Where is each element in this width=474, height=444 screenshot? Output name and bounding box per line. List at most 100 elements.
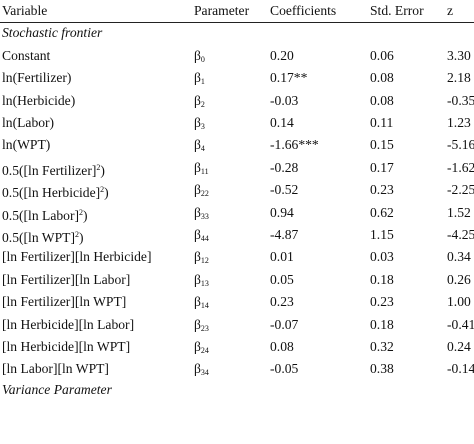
parameter-symbol: β2 — [194, 92, 205, 109]
coefficient-value: -4.87 — [270, 227, 299, 242]
z-value: 1.00 — [447, 294, 471, 310]
table-row: [ln Fertilizer][ln Herbicide] β12 0.01 0… — [0, 246, 474, 268]
parameter-symbol: β12 — [194, 249, 209, 266]
z-value: 1.23 — [447, 115, 471, 130]
parameter-symbol: β1 — [194, 70, 205, 87]
std-error-value: 0.03 — [370, 249, 394, 265]
z-value: 0.24 — [447, 339, 471, 354]
header-coefficients: Coefficients — [270, 3, 337, 18]
parameter-symbol: β0 — [194, 47, 205, 64]
header-row: Variable Parameter Coefficients Std. Err… — [0, 0, 474, 22]
section-stochastic-frontier: Stochastic frontier — [0, 22, 474, 44]
variable-name: 0.5([ln WPT]2) — [2, 230, 84, 245]
coefficient-value: 0.94 — [270, 204, 294, 220]
parameter-symbol: β24 — [194, 339, 209, 355]
variable-name: ln(Labor) — [2, 115, 55, 130]
std-error-value: 0.08 — [370, 70, 394, 86]
table-row: 0.5([ln Herbicide]2) β22 -0.52 0.23 -2.2… — [0, 179, 474, 201]
header-rule — [0, 22, 474, 23]
coefficient-value: 0.08 — [270, 339, 294, 354]
table-row: ln(Fertilizer) β1 0.17** 0.08 2.18 — [0, 67, 474, 89]
std-error-value: 0.38 — [370, 361, 394, 377]
parameter-symbol: β33 — [194, 204, 209, 221]
std-error-value: 0.11 — [370, 115, 394, 130]
parameter-symbol: β4 — [194, 137, 205, 154]
variable-name: [ln Labor][ln WPT] — [2, 361, 109, 377]
coefficient-value: 0.05 — [270, 271, 294, 287]
z-value: 3.30 — [447, 47, 471, 63]
table-row: ln(Herbicide) β2 -0.03 0.08 -0.35 — [0, 90, 474, 112]
table-row: [ln Herbicide][ln Labor] β23 -0.07 0.18 … — [0, 314, 474, 336]
coefficient-value: -1.66*** — [270, 137, 319, 153]
std-error-value: 0.23 — [370, 294, 394, 310]
parameter-symbol: β11 — [194, 159, 209, 176]
z-value: 0.26 — [447, 271, 471, 287]
parameter-symbol: β23 — [194, 316, 209, 333]
variable-name: Constant — [2, 47, 51, 63]
variable-name: [ln Herbicide][ln Labor] — [2, 316, 135, 332]
header-variable: Variable — [2, 3, 48, 18]
coefficient-value: 0.20 — [270, 47, 294, 63]
std-error-value: 0.62 — [370, 204, 394, 220]
table-row: 0.5([ln Labor]2) β33 0.94 0.62 1.52 — [0, 202, 474, 224]
z-value: -0.14 — [447, 361, 474, 377]
coefficient-value: -0.28 — [270, 159, 299, 175]
coefficient-value: -0.07 — [270, 316, 299, 332]
coefficient-value: -0.52 — [270, 182, 299, 198]
z-value: -1.62 — [447, 159, 474, 175]
coefficient-value: -0.05 — [270, 361, 299, 377]
table-row: 0.5([ln Fertilizer]2) β11 -0.28 0.17 -1.… — [0, 157, 474, 179]
std-error-value: 0.18 — [370, 271, 394, 287]
table-row: [ln Fertilizer][ln Labor] β13 0.05 0.18 … — [0, 269, 474, 291]
variable-name: 0.5([ln Labor]2) — [2, 207, 88, 223]
variable-name: ln(Fertilizer) — [2, 70, 72, 86]
parameter-symbol: β13 — [194, 271, 209, 288]
header-z: z — [447, 3, 454, 18]
std-error-value: 0.23 — [370, 182, 394, 198]
coefficient-value: 0.14 — [270, 115, 294, 130]
z-value: -2.25 — [447, 182, 474, 198]
std-error-value: 0.15 — [370, 137, 394, 153]
table-row: 0.5([ln WPT]2) β44 -4.87 1.15 -4.25 — [0, 224, 474, 246]
std-error-value: 0.17 — [370, 159, 394, 175]
table-row: [ln Herbicide][ln WPT] β24 0.08 0.32 0.2… — [0, 336, 474, 358]
std-error-value: 1.15 — [370, 227, 394, 242]
std-error-value: 0.32 — [370, 339, 394, 354]
parameter-symbol: β14 — [194, 294, 209, 311]
variable-name: [ln Fertilizer][ln Labor] — [2, 271, 131, 287]
z-value: -0.41 — [447, 316, 474, 332]
z-value: -0.35 — [447, 92, 474, 108]
coefficient-value: 0.23 — [270, 294, 294, 310]
variable-name: [ln Fertilizer][ln WPT] — [2, 294, 127, 310]
std-error-value: 0.06 — [370, 47, 394, 63]
std-error-value: 0.18 — [370, 316, 394, 332]
table-row: ln(WPT) β4 -1.66*** 0.15 -5.16 — [0, 134, 474, 156]
header-parameter: Parameter — [194, 3, 250, 18]
parameter-symbol: β44 — [194, 227, 209, 243]
variable-name: ln(Herbicide) — [2, 92, 76, 108]
variable-name: 0.5([ln Fertilizer]2) — [2, 162, 105, 178]
header-std-error: Std. Error — [370, 3, 424, 18]
parameter-symbol: β22 — [194, 182, 209, 199]
variable-name: ln(WPT) — [2, 137, 51, 153]
variable-name: [ln Herbicide][ln WPT] — [2, 339, 131, 354]
table-row: Constant β0 0.20 0.06 3.30 — [0, 45, 474, 67]
variable-name: [ln Fertilizer][ln Herbicide] — [2, 249, 152, 265]
coefficient-value: -0.03 — [270, 92, 299, 108]
coefficient-value: 0.17** — [270, 70, 308, 86]
z-value: -4.25 — [447, 227, 474, 242]
std-error-value: 0.08 — [370, 92, 394, 108]
table-row: ln(Labor) β3 0.14 0.11 1.23 — [0, 112, 474, 134]
parameter-symbol: β3 — [194, 115, 205, 131]
z-value: 0.34 — [447, 249, 471, 265]
table-row: [ln Labor][ln WPT] β34 -0.05 0.38 -0.14 — [0, 358, 474, 380]
variable-name: 0.5([ln Herbicide]2) — [2, 185, 109, 201]
z-value: 2.18 — [447, 70, 471, 86]
z-value: 1.52 — [447, 204, 471, 220]
section-label: Stochastic frontier — [2, 25, 103, 41]
z-value: -5.16 — [447, 137, 474, 153]
table-row: [ln Fertilizer][ln WPT] β14 0.23 0.23 1.… — [0, 291, 474, 313]
coefficient-value: 0.01 — [270, 249, 294, 265]
parameter-symbol: β34 — [194, 361, 209, 378]
